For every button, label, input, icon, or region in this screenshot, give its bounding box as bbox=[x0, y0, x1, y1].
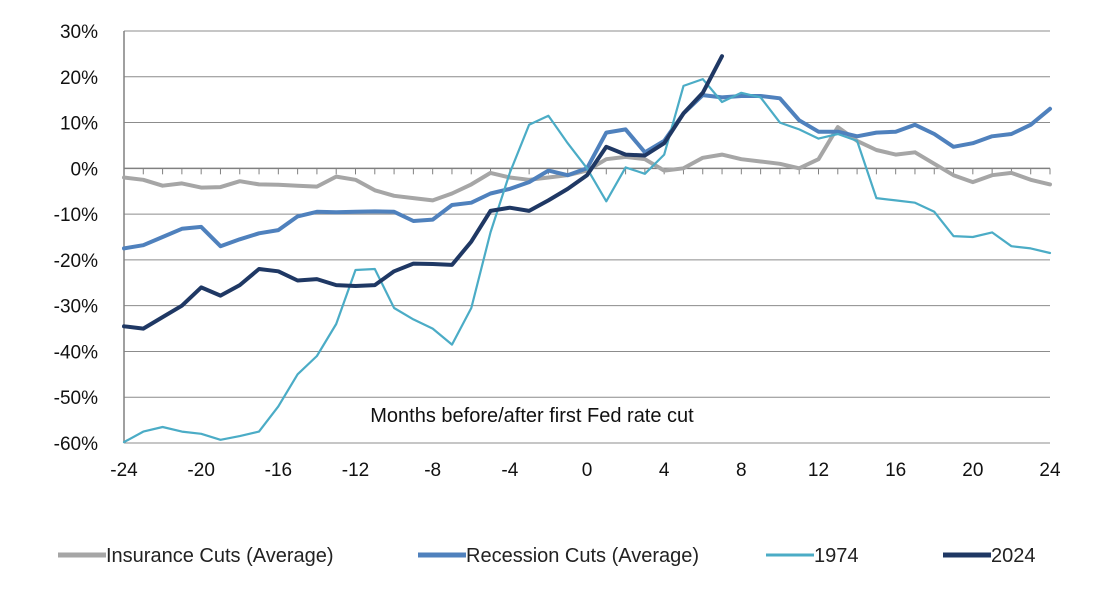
x-tick-labels: -24 -20 -16 -12 -8 -4 0 4 8 12 16 20 24 bbox=[110, 460, 1061, 481]
y-tick-label: -60% bbox=[54, 434, 98, 455]
legend-label-2: 1974 bbox=[814, 545, 859, 567]
chart-annotation: Months before/after first Fed rate cut bbox=[370, 405, 694, 427]
x-tick-label: 0 bbox=[582, 460, 593, 481]
x-tick-label: -24 bbox=[110, 460, 138, 481]
y-tick-label: 10% bbox=[60, 114, 98, 135]
y-tick-label: 0% bbox=[71, 159, 99, 180]
x-tick-label: 4 bbox=[659, 460, 670, 481]
y-tick-label: 30% bbox=[60, 22, 98, 43]
x-tick-label: -20 bbox=[187, 460, 214, 481]
series-lines bbox=[122, 54, 1052, 444]
x-tick-label: 8 bbox=[736, 460, 747, 481]
gridlines bbox=[124, 30, 1050, 444]
legend-label-0: Insurance Cuts (Average) bbox=[106, 545, 334, 567]
legend-label-3: 2024 bbox=[991, 545, 1036, 567]
x-tick-label: 12 bbox=[808, 460, 829, 481]
x-tick-label: -8 bbox=[424, 460, 441, 481]
x-tick-label: 20 bbox=[962, 460, 983, 481]
x-tick-label: -12 bbox=[342, 460, 369, 481]
x-tick-label: 24 bbox=[1039, 460, 1061, 481]
y-tick-label: 20% bbox=[60, 68, 98, 89]
series-line-0 bbox=[122, 125, 1052, 203]
x-tick-label: 16 bbox=[885, 460, 906, 481]
y-tick-label: -50% bbox=[54, 388, 98, 409]
y-tick-label: -10% bbox=[54, 205, 98, 226]
y-tick-label: -20% bbox=[54, 251, 98, 272]
y-tick-labels: -60% -50% -40% -30% -20% -10% 0% 10% 20% 30% bbox=[54, 22, 98, 455]
series-line-3 bbox=[122, 54, 724, 331]
legend: Insurance Cuts (Average) Recession Cuts (… bbox=[58, 545, 1036, 567]
y-tick-label: -40% bbox=[54, 342, 98, 363]
legend-label-1: Recession Cuts (Average) bbox=[466, 545, 699, 567]
x-tick-label: -16 bbox=[265, 460, 292, 481]
y-tick-label: -30% bbox=[54, 297, 98, 318]
series-line-2 bbox=[122, 77, 1052, 444]
x-tick-label: -4 bbox=[501, 460, 518, 481]
